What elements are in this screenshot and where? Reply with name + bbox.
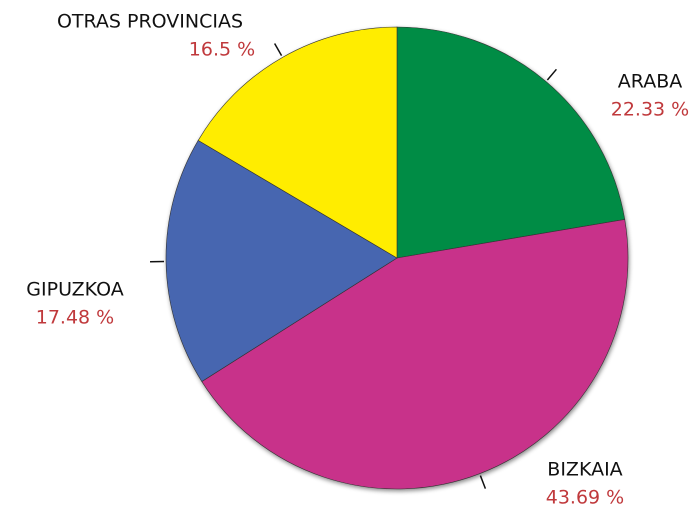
pie-slice (396, 26, 626, 259)
slice-name: OTRAS PROVINCIAS (57, 11, 243, 33)
pie (165, 26, 629, 490)
pie-slice (201, 219, 629, 490)
pie-slice (197, 26, 398, 259)
slice-value: 16.5 % (189, 39, 255, 61)
slice-value: 22.33 % (611, 99, 690, 121)
slice-name: GIPUZKOA (26, 279, 123, 301)
pie-slice (165, 139, 398, 382)
leader-line (479, 475, 487, 489)
slice-name: ARABA (618, 71, 682, 93)
slice-value: 17.48 % (36, 307, 115, 329)
leader-line (546, 68, 557, 81)
slice-name: BIZKAIA (547, 459, 622, 481)
slice-value: 43.69 % (546, 487, 625, 509)
leader-line (273, 43, 283, 56)
